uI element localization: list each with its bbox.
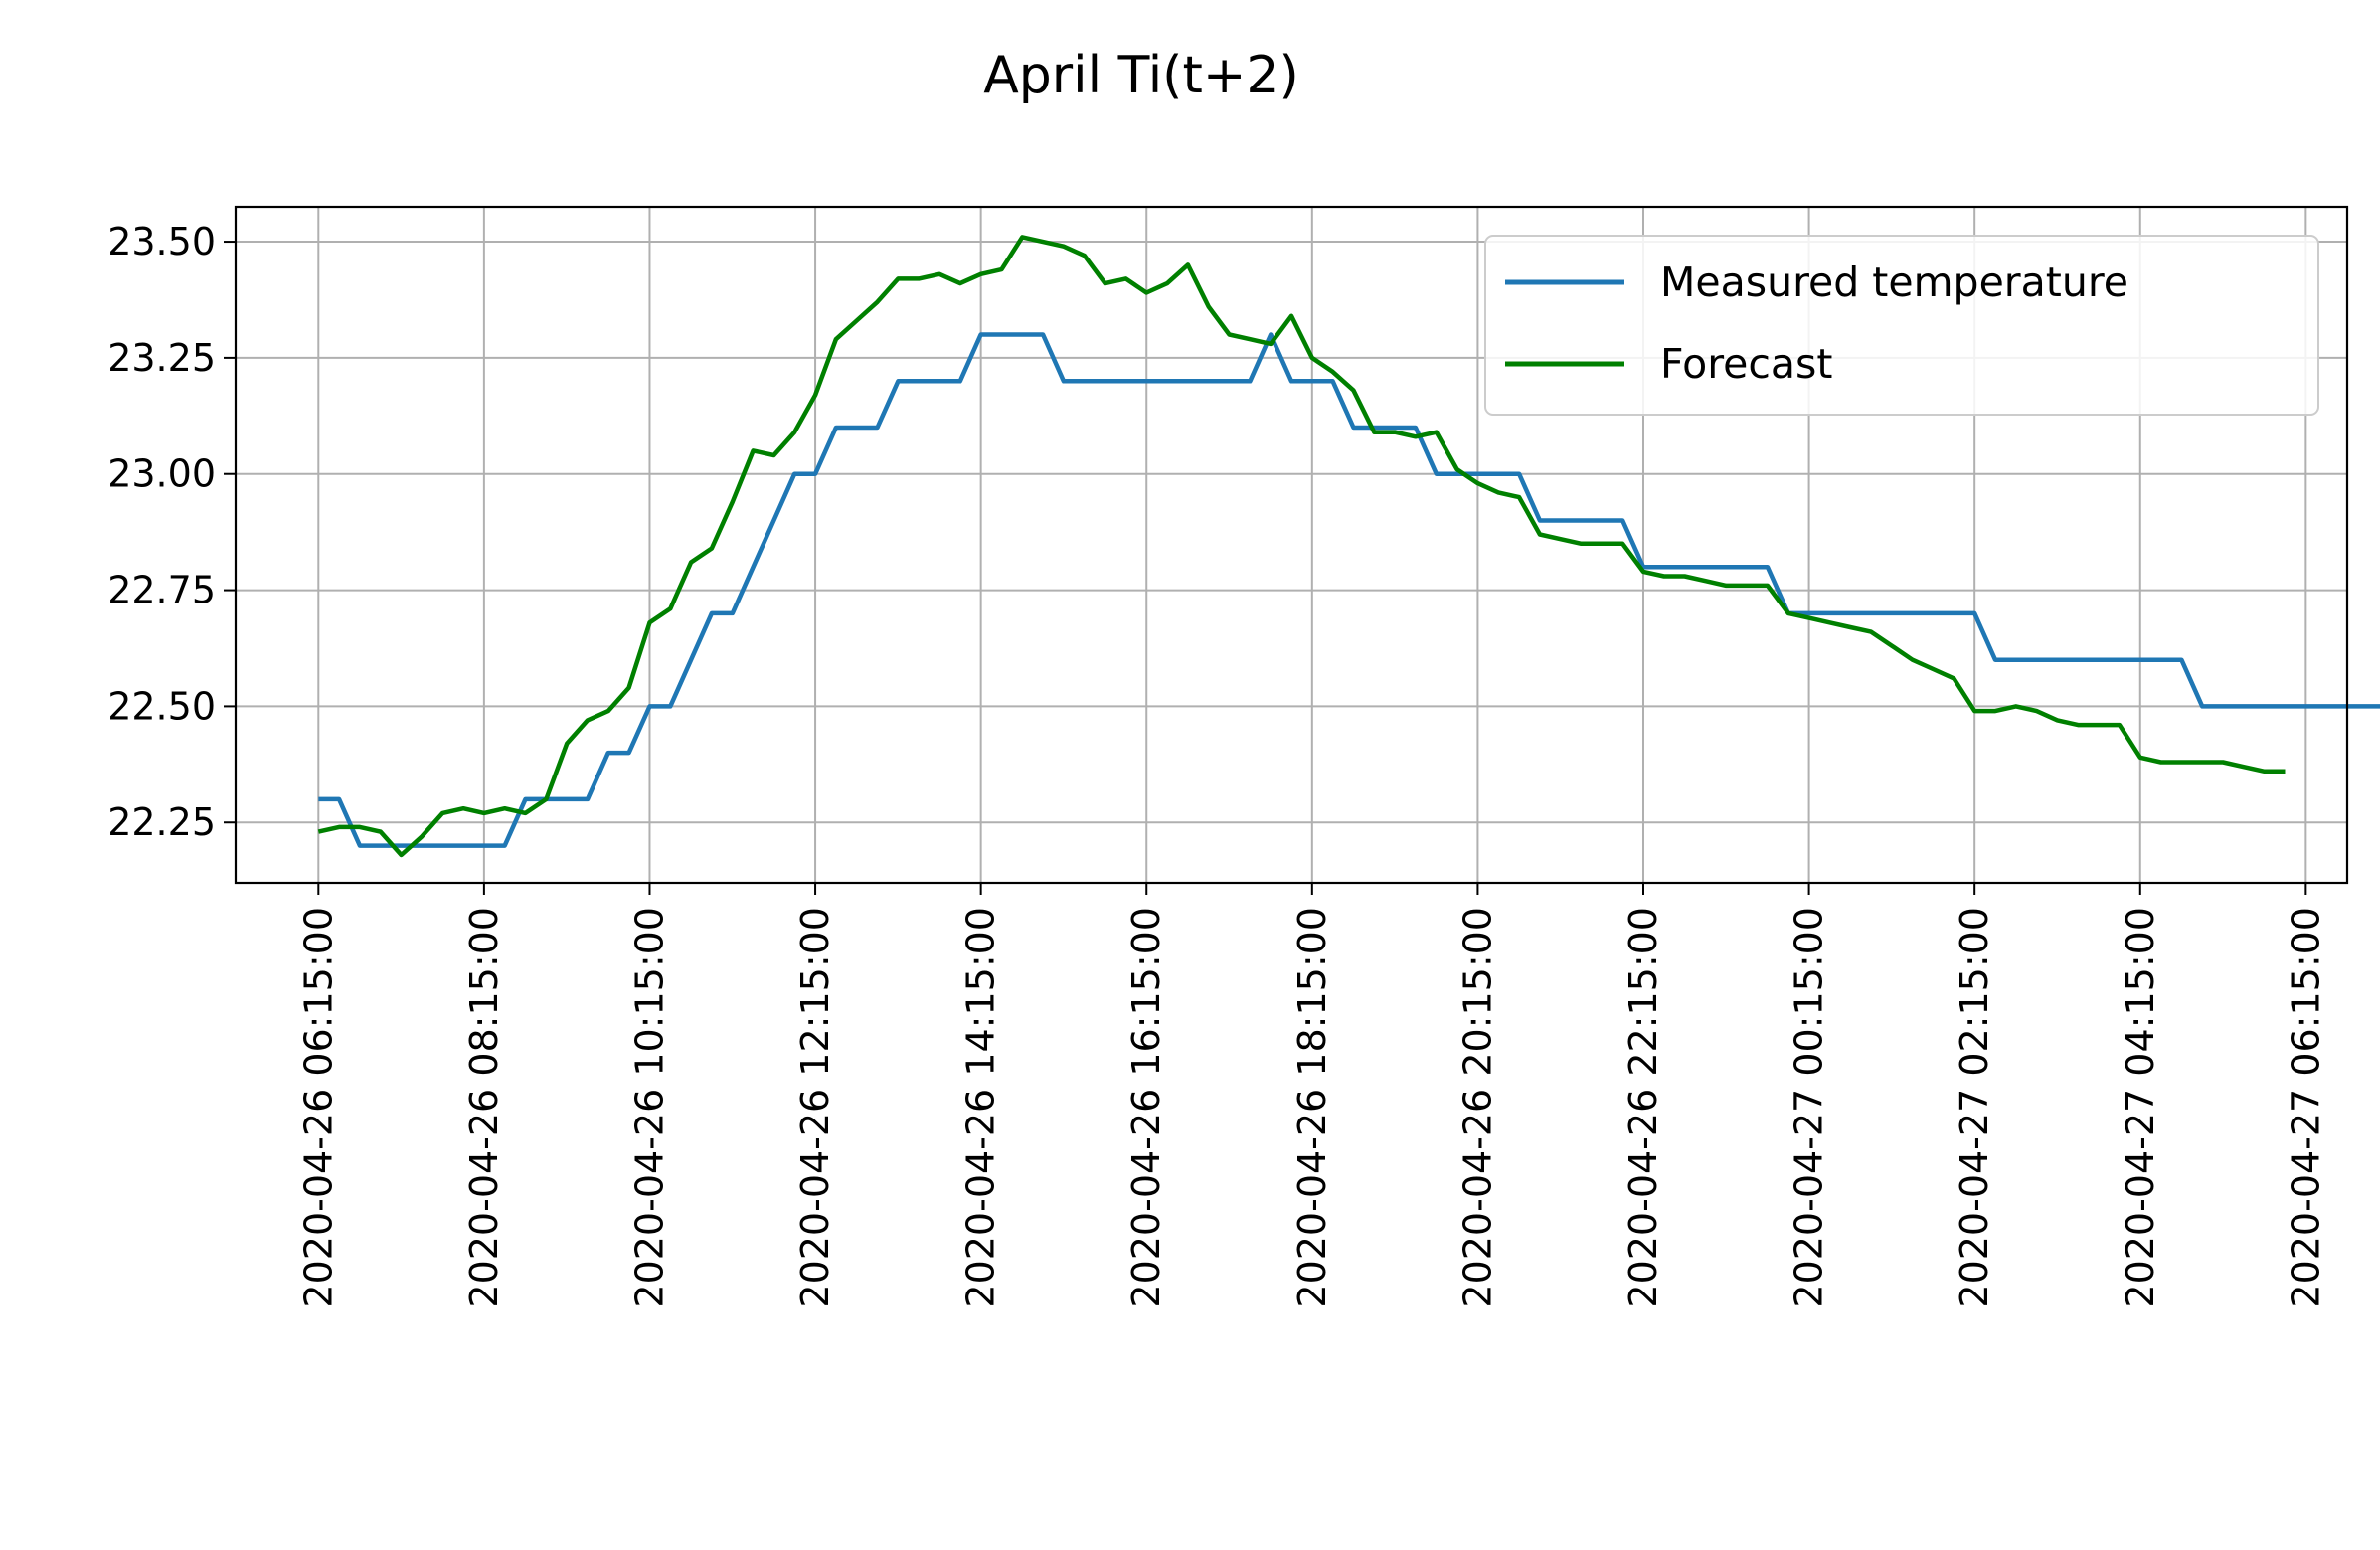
series-line-measured-temperature [318, 332, 2380, 848]
x-tick-label: 2020-04-26 22:15:00 [1621, 907, 1665, 1308]
x-tick-label: 2020-04-26 14:15:00 [959, 907, 1003, 1308]
x-tick-label: 2020-04-26 18:15:00 [1290, 907, 1334, 1308]
axes: 22.25 22.50 22.75 23.00 23.25 23.50 2020-04-26… [107, 220, 2327, 1308]
series-line-forecast [317, 235, 2286, 858]
x-tick-label: 2020-04-27 06:15:00 [2284, 907, 2327, 1308]
y-tick-label: 22.50 [107, 684, 216, 728]
y-tick-label: 22.25 [107, 800, 216, 844]
x-tick-label: 2020-04-26 10:15:00 [627, 907, 671, 1308]
legend: Measured temperature Forecast [1484, 235, 2319, 416]
x-tick-label: 2020-04-26 20:15:00 [1455, 907, 1499, 1308]
legend-label-forecast: Forecast [1660, 340, 1833, 388]
legend-box [1484, 235, 2319, 416]
y-tick-label: 22.75 [107, 569, 216, 612]
x-tick-label: 2020-04-27 04:15:00 [2119, 907, 2162, 1308]
data-series [317, 235, 2380, 858]
y-tick-label: 23.00 [107, 452, 216, 496]
legend-label-measured: Measured temperature [1660, 258, 2128, 306]
chart-title: April Ti(t+2) [983, 46, 1299, 105]
x-tick-label: 2020-04-26 08:15:00 [462, 907, 506, 1308]
plot-frame [234, 205, 2349, 885]
x-tick-label: 2020-04-27 02:15:00 [1953, 907, 1996, 1308]
x-tick-label: 2020-04-26 12:15:00 [793, 907, 837, 1308]
grid-lines [236, 207, 2347, 883]
x-tick-label: 2020-04-26 16:15:00 [1124, 907, 1168, 1308]
x-tick-label: 2020-04-27 00:15:00 [1787, 907, 1831, 1308]
y-tick-label: 23.25 [107, 336, 216, 380]
x-tick-label: 2020-04-26 06:15:00 [296, 907, 340, 1308]
y-tick-label: 23.50 [107, 220, 216, 263]
